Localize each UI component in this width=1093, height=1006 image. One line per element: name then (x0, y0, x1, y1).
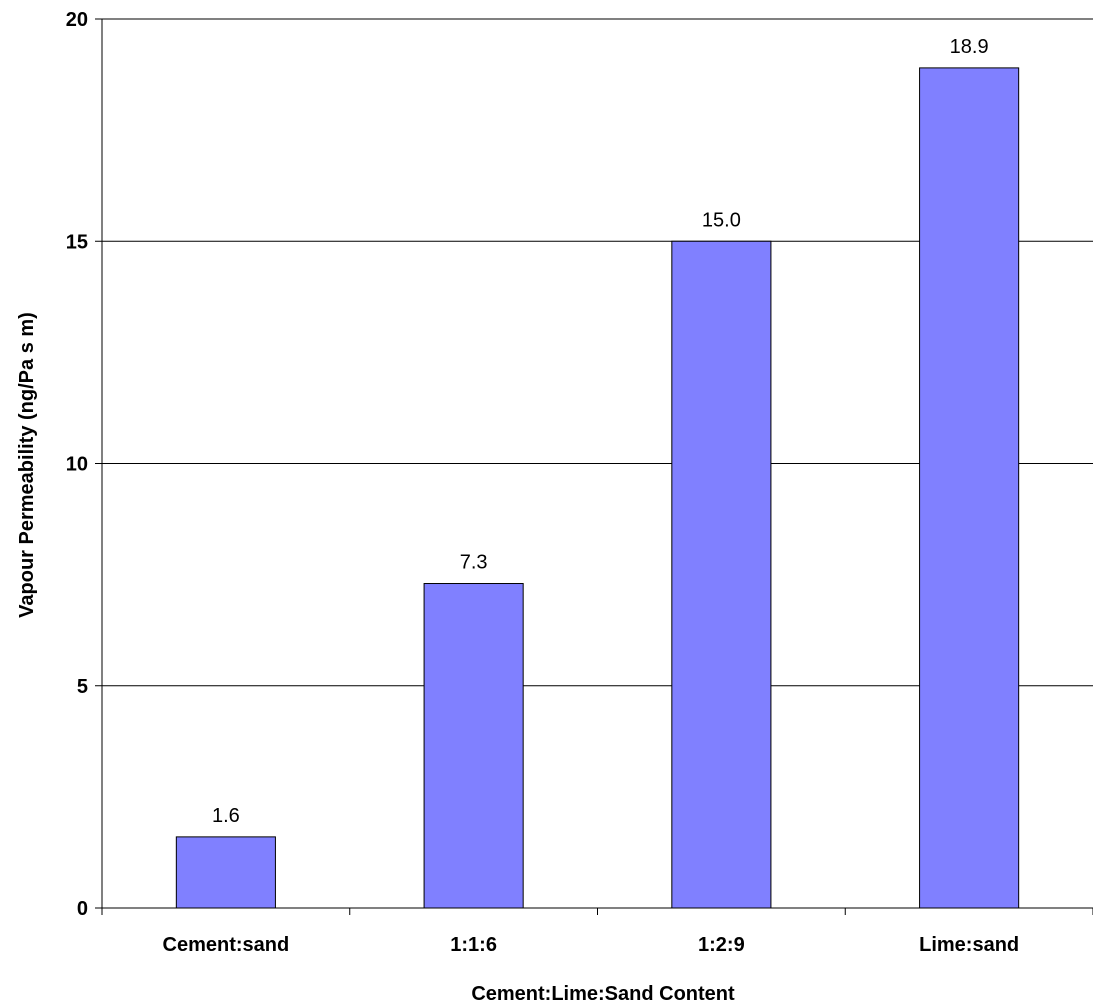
y-tick-labels: 0 5 10 15 20 (66, 9, 88, 920)
x-axis-title: Cement:Lime:Sand Content (471, 983, 735, 1005)
data-label: 18.9 (950, 36, 989, 58)
x-tick-label: 1:2:9 (698, 934, 745, 956)
y-tick-label: 10 (66, 454, 88, 476)
x-tick-label: 1:1:6 (450, 934, 497, 956)
axes (95, 18, 1093, 915)
y-tick-label: 15 (66, 231, 88, 253)
data-label: 15.0 (702, 209, 741, 231)
y-axis-title: Vapour Permeability (ng/Pa s m) (16, 312, 38, 618)
data-label: 7.3 (460, 552, 488, 574)
y-tick-label: 20 (66, 9, 88, 31)
bar (423, 583, 524, 909)
bar (919, 67, 1020, 909)
x-tick-label: Cement:sand (163, 934, 290, 956)
data-labels: 1.6 7.3 15.0 18.9 (212, 36, 989, 827)
bar (671, 240, 772, 909)
data-label: 1.6 (212, 805, 240, 827)
y-tick-label: 5 (77, 676, 88, 698)
bar (175, 836, 276, 909)
bars (175, 67, 1020, 909)
x-tick-label: Lime:sand (919, 934, 1019, 956)
y-tick-label: 0 (77, 898, 88, 920)
x-tick-labels: Cement:sand 1:1:6 1:2:9 Lime:sand (163, 934, 1020, 956)
